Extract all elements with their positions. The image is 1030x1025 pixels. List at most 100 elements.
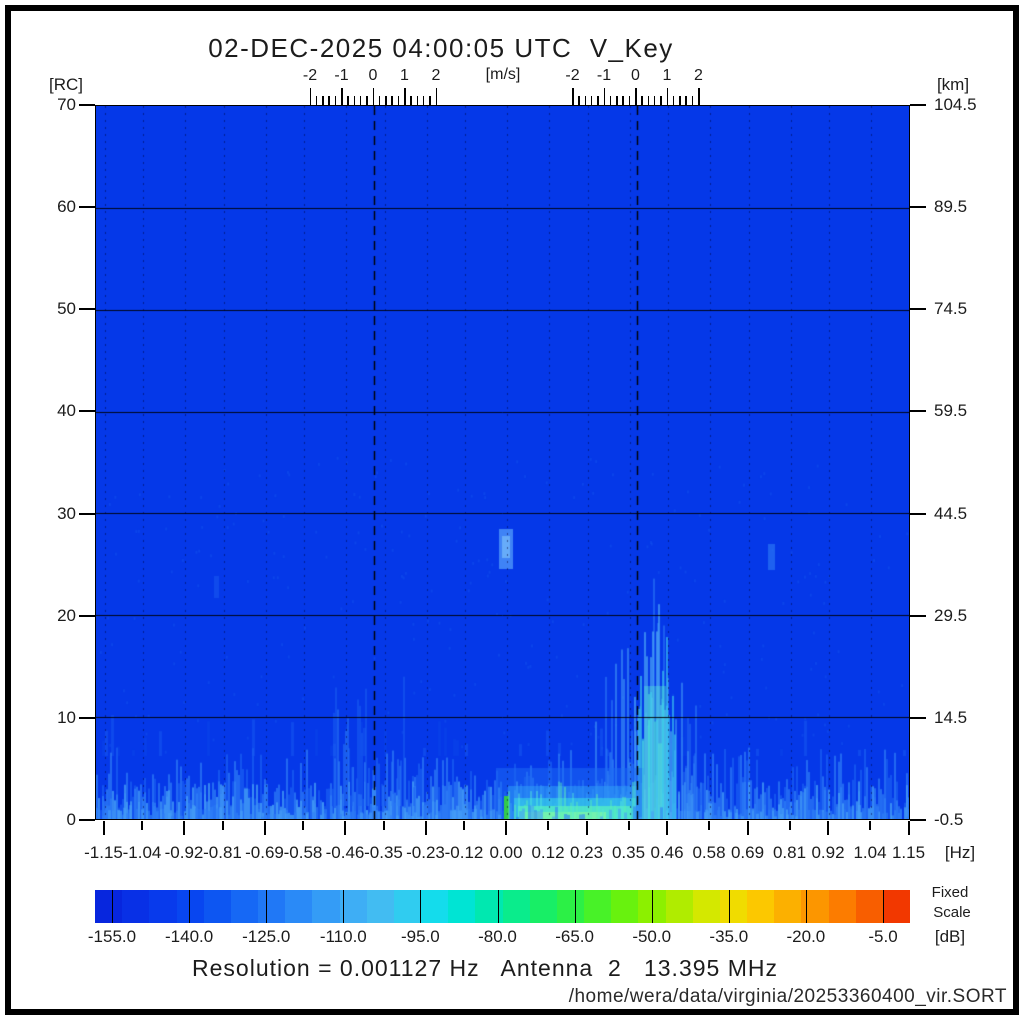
colorbar-tick-label: -140.0 [164,927,214,946]
velocity-ruler-tick [378,96,381,105]
velocity-ruler-tick [309,88,311,105]
colorbar-segment [584,890,612,923]
velocity-ruler-label: -2 [302,67,318,84]
bottom-axis-tick [746,821,749,835]
colorbar-segment [611,890,639,923]
velocity-ruler-label: 1 [662,67,672,84]
bottom-axis-tick [183,821,185,835]
right-axis-tick [910,819,926,821]
left-axis-tick [79,308,95,311]
spectrum-plot [95,105,910,820]
velocity-ruler-tick [578,96,580,105]
bottom-axis-tick [302,821,304,830]
bottom-axis-unit: [Hz] [944,843,976,862]
plot-title: 02-DEC-2025 04:00:05 UTC V_Key [208,33,674,63]
bottom-axis-tick [666,821,668,835]
colorbar-tick-label: -110.0 [319,927,367,946]
bottom-axis-tick-label: 0.12 [531,843,565,862]
bottom-axis-tick [788,821,791,830]
colorbar-segment [855,890,883,923]
velocity-ruler-tick [334,96,337,105]
velocity-ruler-tick [609,96,612,105]
bottom-axis-tick [463,821,465,830]
velocity-ruler-tick [691,96,694,105]
velocity-ruler-tick [422,96,425,105]
colorbar-tick-label: -65.0 [555,927,594,946]
left-axis-tick [79,410,95,413]
velocity-ruler-label: 1 [400,67,409,84]
velocity-ruler-label: 2 [431,67,441,84]
bottom-axis-tick-label: 1.04 [853,843,887,862]
colorbar-segment [421,890,449,923]
left-axis-tick [79,716,95,719]
velocity-ruler-tick [603,88,605,105]
colorbar-mode-line1: Fixed [931,884,969,901]
colorbar-tick [728,890,730,923]
velocity-ruler-tick [597,96,599,105]
velocity-ruler-label: 0 [631,67,640,84]
colorbar-segment [366,890,394,923]
velocity-ruler-label: -2 [565,67,580,84]
colorbar-segment [285,890,313,923]
bottom-axis-tick [585,821,588,835]
velocity-ruler-tick [429,96,431,105]
colorbar-segment [122,890,150,923]
colorbar-segment [312,890,340,923]
velocity-ruler-tick [698,88,700,105]
left-axis-tick [79,104,95,106]
velocity-ruler-tick [685,96,687,105]
bottom-axis-tick [382,821,385,830]
velocity-ruler-tick [359,96,362,105]
velocity-ruler-tick [584,96,587,105]
bottom-axis-tick-label: -0.35 [364,843,403,862]
bottom-axis-tick-label: 0.00 [489,843,523,862]
velocity-ruler-label: 2 [694,67,703,84]
velocity-ruler-label: -1 [596,67,612,84]
velocity-ruler-tick [647,96,650,105]
colorbar-tick [805,890,807,923]
bottom-axis-tick-label: -0.69 [245,843,284,862]
velocity-ruler-tick [353,96,356,105]
resolution-info: Resolution = 0.001127 Hz Antenna 2 13.39… [192,955,778,981]
bottom-axis-tick-label: -0.23 [406,843,445,862]
right-axis-tick-label: 14.5 [934,707,968,727]
right-axis-tick [910,716,926,719]
velocity-ruler-tick [328,96,330,105]
velocity-ruler-tick [660,96,662,105]
velocity-ruler-tick [679,96,681,105]
bottom-axis-tick-label: 0.58 [692,843,726,862]
bottom-axis-tick [344,821,346,835]
right-axis-tick [910,410,926,413]
right-axis-tick [910,206,926,209]
colorbar-tick [266,890,268,923]
bottom-axis-tick-label: 0.69 [730,843,765,862]
bottom-axis-tick [505,821,507,835]
velocity-ruler-tick [622,96,624,105]
left-axis-tick-label: 40 [57,401,76,421]
colorbar-segment [149,890,177,923]
left-axis-tick-label: 70 [57,95,76,114]
left-axis-tick [79,206,95,209]
bottom-axis-tick [907,821,910,835]
velocity-ruler-tick [672,96,675,105]
velocity-ruler-tick [628,96,631,105]
right-axis-tick-label: 74.5 [934,299,968,319]
velocity-ruler-tick [666,88,668,105]
bottom-axis-tick-label: -0.12 [444,843,484,862]
left-axis-tick-label: 60 [57,197,76,217]
velocity-ruler-label: -1 [334,67,349,84]
velocity-ruler-tick [347,96,349,105]
right-axis-tick [910,512,926,515]
colorbar-tick [189,890,191,923]
source-file-path: /home/wera/data/virginia/20253360400_vir… [568,986,1007,1007]
bottom-axis-tick [141,821,143,830]
velocity-ruler-tick [322,96,324,105]
velocity-ruler-tick [385,96,387,105]
velocity-ruler-tick [572,88,574,105]
colorbar-tick [420,890,422,923]
left-axis-tick-label: 20 [57,605,76,625]
colorbar-tick-label: -50.0 [632,927,672,946]
velocity-ruler-tick [372,88,374,105]
velocity-ruler-tick [653,96,656,105]
